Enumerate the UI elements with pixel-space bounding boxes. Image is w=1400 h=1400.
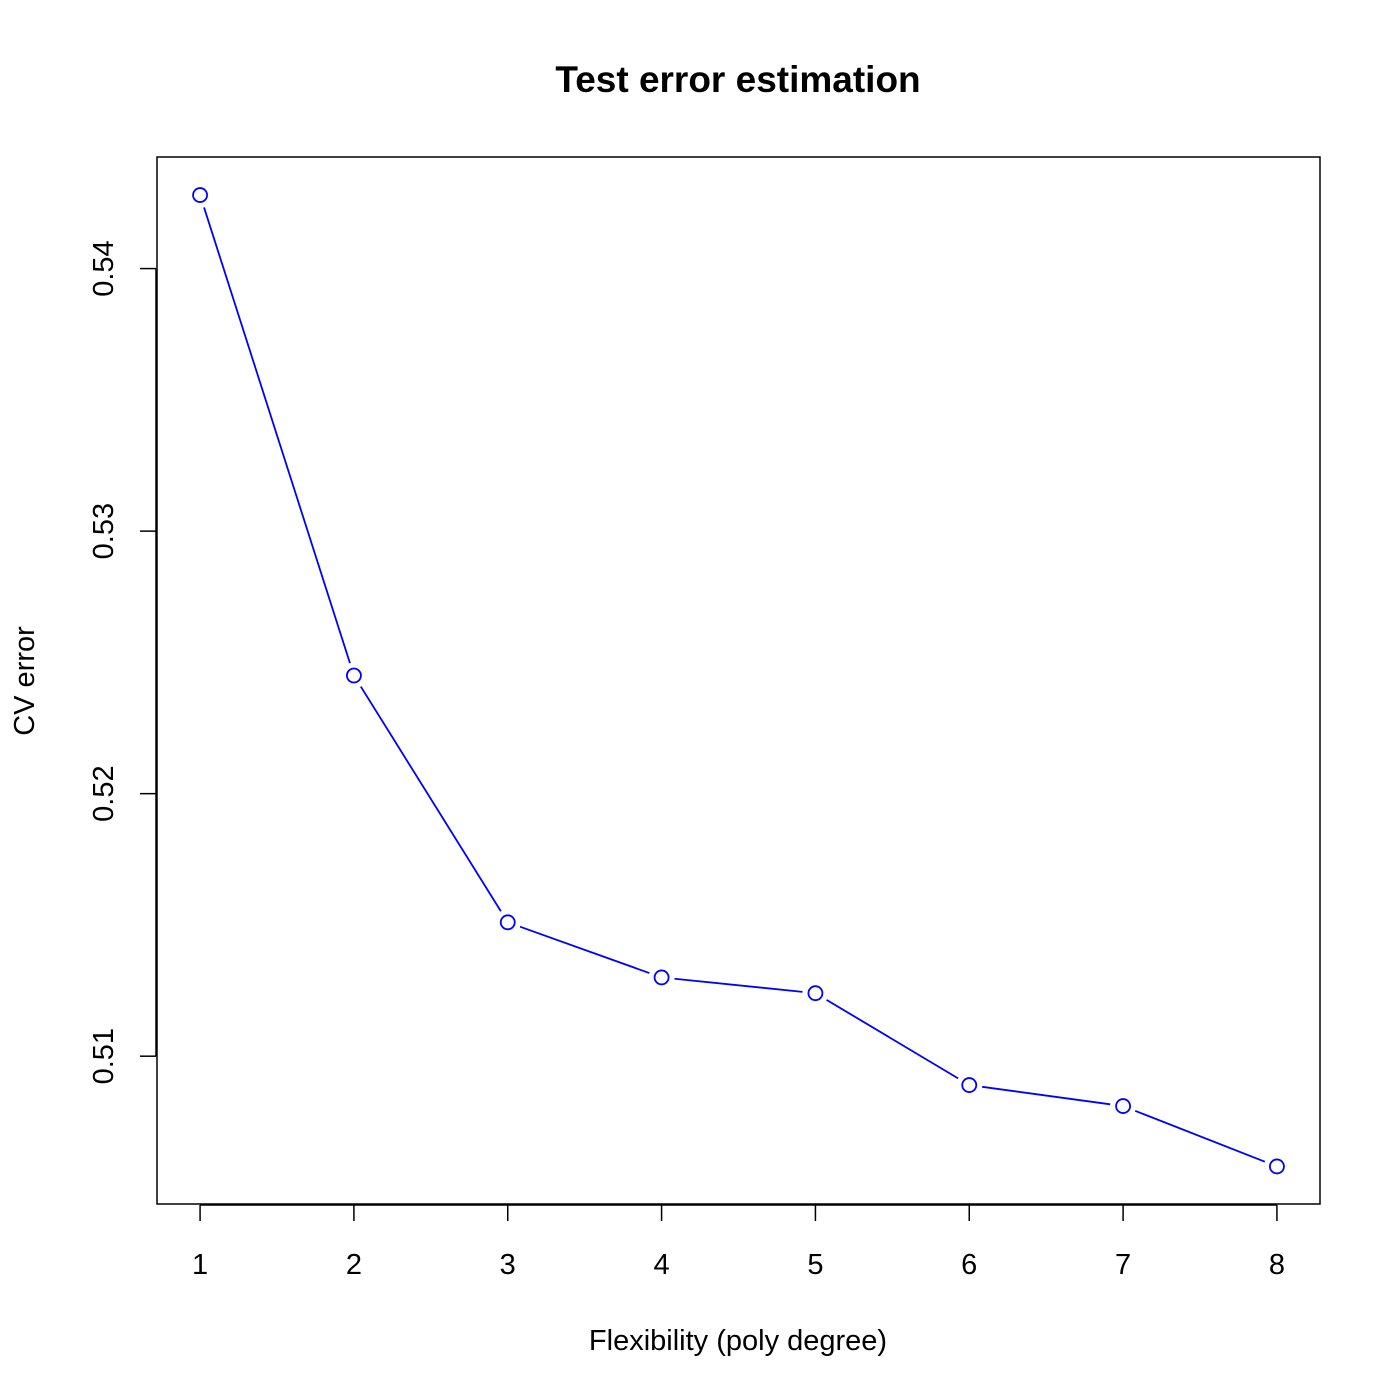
data-point [1115,1098,1131,1114]
y-axis-label: CV error [9,626,41,736]
series-line-segment [826,999,959,1080]
x-tick-label: 3 [500,1249,516,1281]
y-tick-label: 0.51 [88,1028,120,1084]
x-tick-label: 4 [654,1249,670,1281]
data-point [1269,1158,1285,1175]
x-axis-label: Flexibility (poly degree) [589,1325,887,1357]
chart-title: Test error estimation [555,59,920,100]
x-tick-label: 7 [1115,1249,1131,1281]
y-tick-label: 0.54 [88,240,120,296]
x-tick-label: 1 [192,1249,208,1281]
data-point [346,667,362,684]
x-tick-label: 5 [807,1249,823,1281]
x-axis: 1 2 3 4 5 6 7 8 [192,1204,1285,1281]
data-point [807,985,824,1002]
data-point [192,187,208,203]
x-tick-label: 6 [961,1249,977,1281]
y-axis: 0.51 0.52 0.53 0.54 [88,240,157,1084]
series-line-segment [519,925,650,974]
series-line-segment [1134,1109,1266,1163]
series-line-segment [982,1085,1111,1106]
series-line-segment [203,207,351,664]
data-point [961,1077,978,1093]
series-layer [192,187,1285,1175]
y-tick-label: 0.52 [88,765,120,821]
data-point [499,914,516,931]
plot-frame [156,156,1321,1205]
series-line-segment [674,977,803,993]
y-tick-label: 0.53 [88,503,120,559]
x-tick-label: 8 [1269,1249,1285,1281]
data-point [653,969,670,986]
x-tick-label: 2 [346,1249,362,1281]
series-line-segment [360,686,502,912]
